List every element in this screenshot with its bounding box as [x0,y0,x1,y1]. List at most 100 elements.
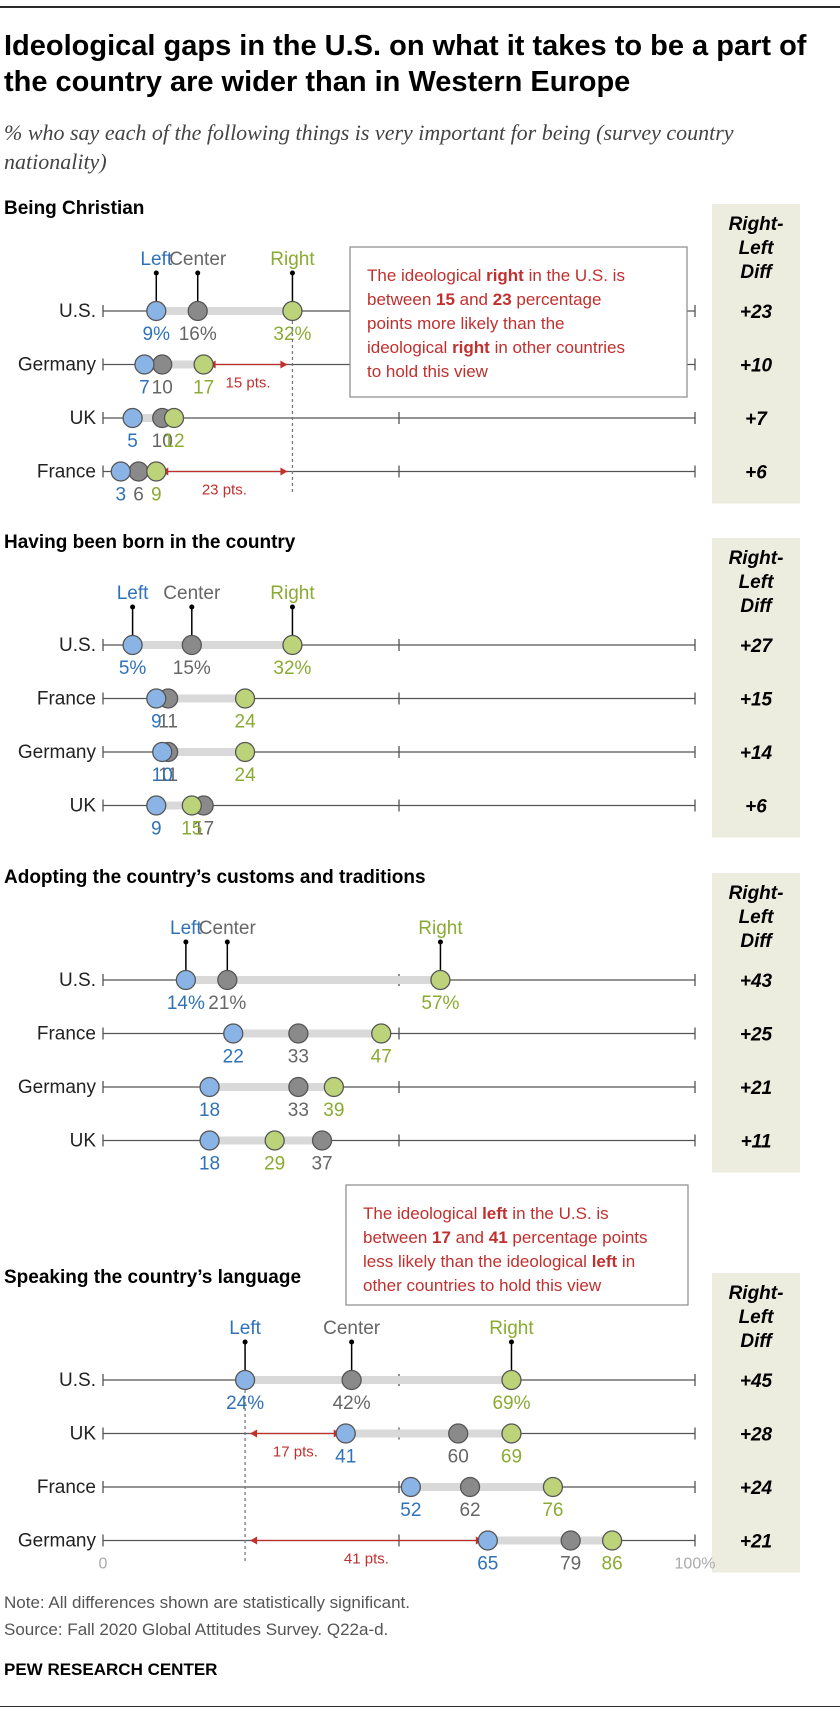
annotation-text: ideological [367,338,452,357]
country-label: France [37,1477,96,1498]
legend-leader-dot [242,1339,248,1345]
value-label-center: 11 [158,765,178,786]
country-label: Germany [18,1531,97,1552]
legend-label-center: Center [163,583,221,604]
data-dot-center [187,300,208,322]
annotation-emphasis: 41 [489,1228,508,1247]
data-dot-right [181,795,202,816]
data-dot-left [110,461,131,482]
annotation-text-line: The ideological left in the U.S. is [363,1204,609,1223]
gap-arrow-head [280,467,288,476]
data-dot-center [459,1476,481,1498]
country-label: France [37,689,96,710]
diff-column-header: Left [739,907,775,928]
data-dot-left [335,1423,356,1444]
annotation-text-line: between 15 and 23 percentage [367,290,601,309]
annotation-box [345,1184,689,1306]
legend-label-center: Center [169,249,227,270]
diff-column-background [712,1273,800,1573]
legend-label-right: Right [270,249,315,270]
brand-logo-text: PEW RESEARCH CENTER [4,1660,218,1679]
diff-column-background [712,204,800,504]
legend-label-right: Right [270,583,315,604]
diff-value: +23 [740,302,773,323]
diff-value: +27 [740,636,774,657]
diff-value: +21 [740,1078,772,1099]
annotation-text: The ideological [367,266,486,285]
legend-leader-dot [195,270,201,276]
annotation-text-line: points more likely than the [367,314,565,333]
data-dot-right [282,300,303,322]
annotation-text: percentage points [508,1228,648,1247]
value-label-left: 5% [119,658,147,679]
value-label-right: 76 [542,1500,563,1521]
annotation-text: less likely than the ideological [363,1252,592,1271]
legend-leader-dot [224,939,230,945]
legend-leader-dot [349,1339,355,1345]
diff-column-header: Left [739,572,775,593]
data-dot-center [311,1130,333,1151]
annotation-emphasis: 23 [493,290,512,309]
value-label-center: 16% [179,324,217,345]
value-label-right: 15 [181,819,202,840]
data-dot-right [501,1423,522,1444]
country-label: UK [70,796,97,817]
value-label-left: 22 [223,1047,244,1068]
value-label-left: 18 [199,1100,220,1121]
data-dot-center [448,1423,469,1444]
data-dot-left [146,795,167,816]
annotation-text: The ideological [363,1204,482,1223]
bottom-rule [0,1706,840,1707]
country-label: Germany [18,742,97,763]
chart-subtitle: % who say each of the following things i… [4,120,734,174]
country-label: UK [70,1131,97,1152]
diff-value: +45 [740,1371,773,1392]
gap-arrow-head [250,1536,258,1545]
data-dot-right [601,1530,623,1551]
country-label: Germany [18,355,97,376]
data-dot-left [477,1530,498,1551]
annotation-text: other countries to hold this view [363,1276,602,1295]
value-label-left: 9 [151,819,162,840]
diff-value: +25 [740,1025,773,1046]
diff-value: +10 [740,356,773,377]
country-label: UK [70,408,97,429]
annotation-emphasis: left [592,1252,618,1271]
annotation-box [349,246,688,398]
value-label-center: 33 [288,1100,309,1121]
x-tick-label: 100% [675,1556,716,1573]
value-label-center: 21% [208,993,246,1014]
data-dot-left [146,300,167,322]
annotation-text: between [363,1228,432,1247]
value-label-right: 69 [501,1447,522,1468]
legend-label-right: Right [418,918,463,939]
value-label-left: 18 [199,1154,220,1175]
diff-column-background [712,873,800,1173]
panel-title: Adopting the country’s customs and tradi… [4,867,426,888]
value-label-center: 62 [459,1500,480,1521]
data-dot-center [560,1530,581,1551]
data-dot-center [152,354,173,375]
data-dot-left [199,1076,220,1098]
diff-value: +21 [740,1532,772,1553]
legend-leader-dot [153,270,159,276]
panel-title: Having been born in the country [4,532,296,553]
legend-label-center: Center [199,918,257,939]
value-label-right: 32% [273,658,311,679]
value-label-center: 10 [152,378,173,399]
data-dot-center [217,969,238,991]
panel-title: Speaking the country’s language [4,1267,301,1288]
data-dot-right [193,354,214,375]
value-label-left: 41 [335,1447,356,1468]
value-label-center: 10 [152,431,173,452]
chart-note: Note: All differences shown are statisti… [4,1593,410,1612]
panel-title: Being Christian [4,198,144,219]
value-label-right: 17 [193,378,214,399]
diff-value: +24 [740,1478,773,1499]
value-label-left: 3 [115,485,126,506]
annotation-text-line: other countries to hold this view [363,1276,602,1295]
data-dot-center [181,634,202,656]
data-dot-right [234,741,256,763]
data-dot-center [288,1023,309,1044]
